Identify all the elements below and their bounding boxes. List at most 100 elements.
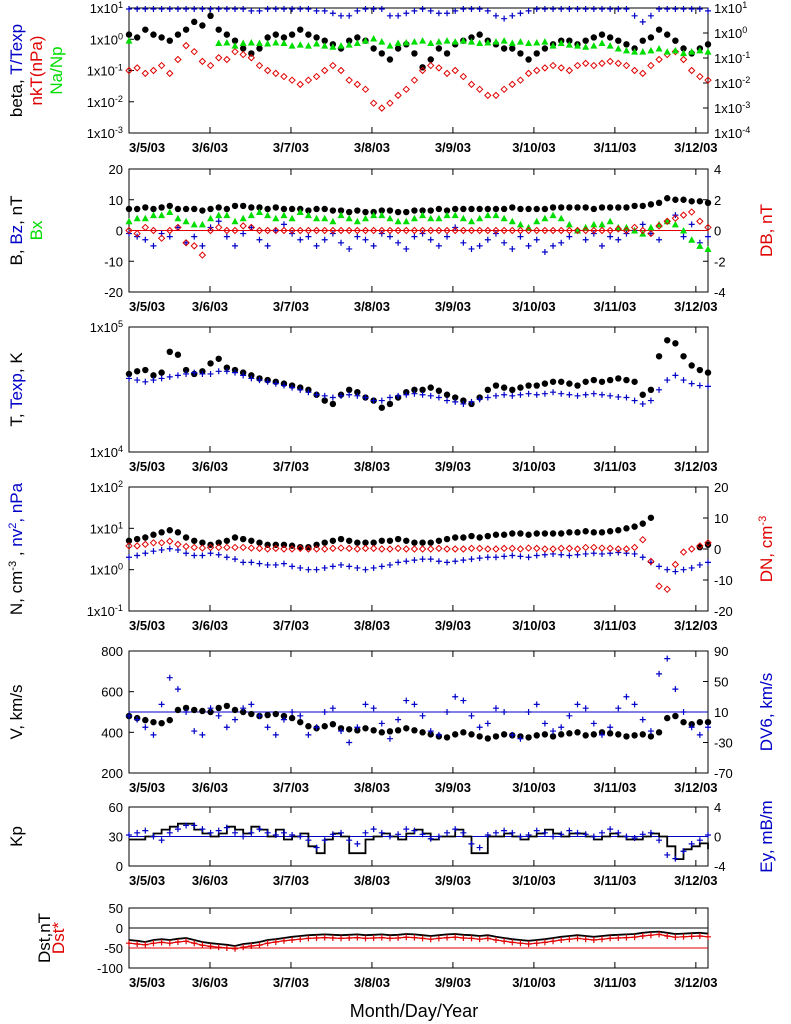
data-point-Bx bbox=[557, 214, 565, 222]
data-point-TTexp bbox=[452, 7, 459, 14]
data-point-DB bbox=[402, 226, 410, 235]
data-point-Bz bbox=[142, 236, 149, 243]
y-axis-right-label: DN, cm-3 bbox=[757, 516, 776, 583]
data-point-nv2 bbox=[264, 561, 271, 568]
data-point-beta bbox=[525, 56, 532, 63]
data-point-NaNp bbox=[345, 41, 353, 48]
y2-tick-label: 1x10-3 bbox=[714, 100, 750, 116]
data-point-Bx bbox=[329, 217, 337, 225]
data-point-DB bbox=[655, 222, 663, 230]
y2-tick-label: 4 bbox=[714, 162, 721, 177]
data-point-nv2 bbox=[517, 553, 524, 560]
data-point-DV6 bbox=[329, 705, 336, 712]
data-point-DB bbox=[639, 226, 647, 235]
data-point-DN bbox=[549, 545, 557, 553]
data-point-beta bbox=[272, 31, 279, 38]
data-point-DV6 bbox=[517, 735, 524, 742]
data-point-N bbox=[394, 535, 402, 543]
data-point-B bbox=[239, 202, 247, 210]
data-point-NaNp bbox=[419, 37, 427, 44]
data-point-nkT bbox=[687, 66, 696, 75]
data-point-nkT bbox=[321, 66, 329, 75]
data-point-NaNp bbox=[329, 43, 337, 50]
data-point-DV6 bbox=[509, 731, 516, 738]
data-point-nkT bbox=[557, 64, 565, 72]
data-point-V bbox=[664, 714, 671, 722]
data-point-V bbox=[264, 711, 271, 719]
data-point-DN bbox=[369, 544, 378, 553]
data-point-Bz bbox=[517, 233, 524, 240]
data-point-DB bbox=[337, 226, 345, 235]
data-point-DB bbox=[386, 226, 394, 235]
x-tick-label: 3/5/03 bbox=[129, 299, 165, 314]
x-tick-label: 3/12/03 bbox=[674, 140, 717, 155]
data-point-TTexp bbox=[134, 6, 141, 12]
data-point-Texp bbox=[272, 380, 279, 387]
data-point-Bx bbox=[361, 214, 369, 222]
data-point-nv2 bbox=[558, 551, 565, 558]
data-point-N bbox=[362, 539, 369, 546]
data-point-nkT bbox=[614, 59, 623, 68]
data-point-beta bbox=[427, 56, 434, 63]
data-point-nv2 bbox=[509, 552, 516, 559]
data-point-Bz bbox=[338, 239, 345, 246]
data-point-T bbox=[517, 384, 524, 391]
data-point-N bbox=[248, 537, 255, 544]
data-point-N bbox=[158, 529, 165, 536]
data-point-Bx bbox=[149, 211, 157, 219]
data-point-Ey bbox=[590, 833, 597, 840]
data-point-Ey bbox=[656, 837, 663, 844]
data-point-NaNp bbox=[541, 38, 549, 45]
data-point-Bx bbox=[158, 211, 166, 219]
data-point-DB bbox=[166, 226, 174, 235]
data-point-nv2 bbox=[574, 551, 581, 558]
data-point-TTexp bbox=[126, 6, 132, 12]
data-point-beta bbox=[386, 56, 394, 63]
data-point-beta bbox=[199, 22, 206, 29]
data-point-V bbox=[419, 729, 426, 736]
data-point-Texp bbox=[215, 368, 222, 375]
data-point-TTexp bbox=[468, 6, 475, 12]
data-point-Bx bbox=[696, 242, 704, 249]
x-tick-label: 3/7/03 bbox=[273, 618, 309, 633]
data-point-DN bbox=[255, 544, 264, 553]
data-point-TTexp bbox=[607, 6, 614, 12]
data-point-DN bbox=[272, 544, 280, 553]
data-point-DV6 bbox=[688, 724, 695, 731]
y-tick-label: -20 bbox=[104, 285, 123, 300]
data-point-DN bbox=[190, 543, 198, 552]
data-point-DV6 bbox=[664, 655, 671, 662]
data-point-Bz bbox=[598, 242, 605, 249]
data-point-nv2 bbox=[386, 561, 393, 568]
data-point-N bbox=[174, 529, 182, 536]
data-point-V bbox=[492, 733, 500, 740]
data-point-B bbox=[443, 207, 451, 214]
data-point-nv2 bbox=[598, 550, 605, 557]
data-point-nkT bbox=[345, 76, 353, 84]
data-point-V bbox=[680, 718, 687, 726]
data-point-DN bbox=[630, 543, 639, 552]
data-point-DV6 bbox=[338, 728, 345, 735]
y-tick-label: 60 bbox=[109, 800, 123, 815]
data-point-B bbox=[704, 199, 712, 207]
data-point-Ey bbox=[672, 855, 679, 862]
data-point-DN bbox=[524, 544, 533, 552]
data-point-B bbox=[125, 205, 133, 213]
data-point-DV6 bbox=[223, 724, 230, 731]
data-point-nkT bbox=[435, 64, 443, 72]
data-point-Texp bbox=[378, 397, 385, 404]
data-point-TTexp bbox=[460, 6, 467, 12]
data-point-nkT bbox=[296, 80, 304, 89]
data-point-Bz bbox=[321, 236, 328, 243]
data-point-B bbox=[582, 204, 589, 211]
data-point-DV6 bbox=[582, 705, 589, 712]
data-point-nkT bbox=[508, 80, 516, 89]
data-point-nkT bbox=[361, 85, 370, 94]
data-point-DB bbox=[671, 214, 680, 222]
x-tick-label: 3/5/03 bbox=[129, 780, 165, 795]
data-point-TTexp bbox=[223, 6, 230, 12]
data-point-Ey bbox=[639, 831, 646, 838]
data-point-Bx bbox=[321, 214, 329, 222]
data-point-DN bbox=[516, 545, 525, 553]
data-point-Bz bbox=[174, 224, 181, 231]
